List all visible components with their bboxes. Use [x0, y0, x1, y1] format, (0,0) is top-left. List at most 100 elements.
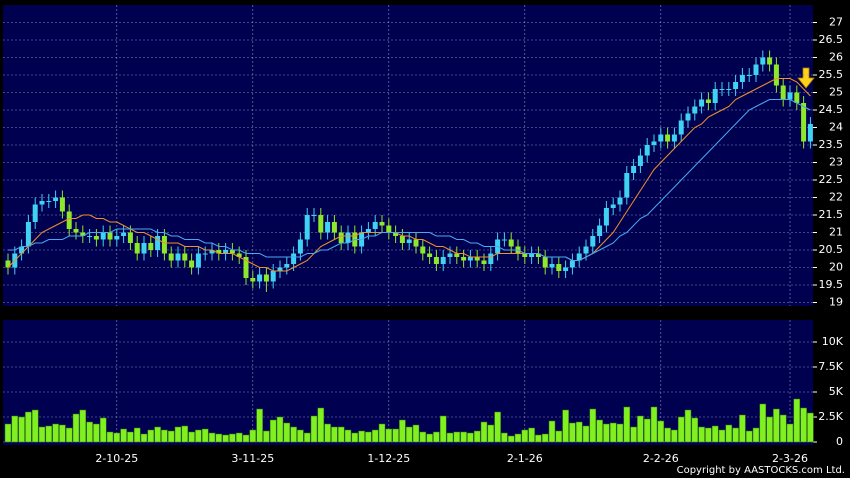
candle-body	[195, 253, 201, 268]
volume-bar	[453, 431, 461, 443]
volume-bar	[439, 415, 447, 443]
candle-body	[141, 243, 147, 254]
candle-body	[583, 246, 589, 254]
volume-bar	[460, 431, 467, 443]
candle-body	[338, 232, 344, 243]
candle-body	[277, 267, 283, 271]
candle-body	[413, 239, 419, 247]
candle-body	[712, 89, 718, 103]
volume-bar	[215, 433, 223, 443]
candle-body	[202, 253, 208, 255]
y-tick-label: 20.5	[819, 243, 844, 256]
volume-bar	[766, 416, 773, 443]
volume-bar	[603, 423, 610, 443]
volume-bar	[412, 424, 420, 443]
volume-bar	[718, 429, 726, 443]
candle-body	[53, 197, 59, 201]
volume-bar	[698, 426, 705, 443]
candle-body	[420, 246, 426, 254]
y-tick-label: 26.5	[819, 33, 844, 46]
y-tick-label: 26	[829, 51, 843, 64]
volume-bar	[93, 423, 100, 443]
volume-bar	[195, 429, 202, 443]
volume-bar	[242, 434, 250, 443]
candle-body	[529, 253, 535, 257]
volume-bar	[630, 426, 637, 443]
candle-body	[447, 253, 453, 257]
candle-body	[767, 57, 773, 65]
volume-bar	[167, 430, 175, 443]
volume-bar	[494, 411, 501, 443]
candle-body	[223, 250, 229, 254]
candle-body	[481, 260, 487, 264]
candle-body	[59, 197, 65, 212]
y-tick-label: 24.5	[819, 103, 844, 116]
y-tick-label: 22.5	[819, 173, 844, 186]
candle-body	[665, 134, 671, 142]
candle-body	[257, 274, 263, 282]
candle-body	[93, 236, 99, 240]
volume-bar	[711, 425, 719, 443]
volume-bar	[745, 430, 753, 443]
volume-panel	[3, 320, 813, 445]
candle-body	[399, 236, 405, 243]
candle-body	[576, 253, 582, 261]
candle-body	[644, 145, 650, 156]
candle-body	[291, 253, 297, 264]
volume-bar	[358, 430, 365, 443]
volume-bar	[59, 424, 66, 443]
volume-bar	[25, 411, 32, 443]
candle-body	[773, 64, 779, 86]
candle-body	[175, 253, 181, 261]
y-tick-label: 23	[829, 156, 843, 169]
volume-bar	[31, 409, 39, 443]
volume-bar	[222, 434, 229, 443]
volume-bar	[473, 430, 481, 443]
y-tick-label: 5K	[829, 385, 844, 398]
candle-body	[637, 155, 643, 166]
candle-body	[270, 271, 276, 282]
volume-bar	[229, 433, 236, 443]
candle-body	[454, 253, 460, 257]
volume-bar	[11, 415, 19, 443]
candle-body	[107, 232, 113, 240]
x-tick-label: 2-1-26	[507, 452, 543, 465]
candle-body	[522, 253, 528, 257]
y-tick-label: 27	[829, 16, 843, 29]
candle-body	[365, 229, 371, 233]
arrow-annotation	[797, 67, 815, 89]
y-tick-label: 19.5	[819, 278, 844, 291]
volume-bar	[535, 434, 542, 443]
volume-bar	[589, 408, 597, 443]
candle-body	[467, 257, 473, 261]
volume-bar	[38, 426, 46, 443]
volume-bar	[65, 427, 73, 443]
volume-bar	[45, 425, 53, 443]
candle-body	[114, 236, 120, 240]
volume-bar	[405, 426, 413, 443]
candle-body	[671, 134, 677, 142]
candle-body	[5, 260, 11, 268]
volume-bar	[433, 431, 440, 443]
candle-body	[121, 232, 127, 236]
y-tick-label: 20	[829, 261, 843, 274]
candle-body	[161, 236, 167, 254]
volume-bar	[596, 419, 603, 443]
volume-bar	[4, 423, 12, 443]
volume-bar	[507, 435, 515, 443]
volume-bar	[154, 426, 161, 443]
volume-bar	[324, 423, 331, 443]
volume-bar	[779, 414, 787, 443]
y-tick-label: 24	[829, 121, 843, 134]
candle-body	[19, 246, 25, 254]
copyright: Copyright by AASTOCKS.com Ltd.	[677, 465, 845, 476]
candle-body	[46, 201, 52, 202]
candle-body	[610, 204, 616, 208]
candle-body	[461, 257, 467, 261]
volume-bar	[52, 423, 59, 443]
volume-bar	[609, 422, 617, 443]
candle-body	[719, 89, 725, 90]
x-tick-label: 2-3-26	[772, 452, 808, 465]
candle-body	[678, 120, 684, 135]
volume-bar	[392, 428, 399, 443]
